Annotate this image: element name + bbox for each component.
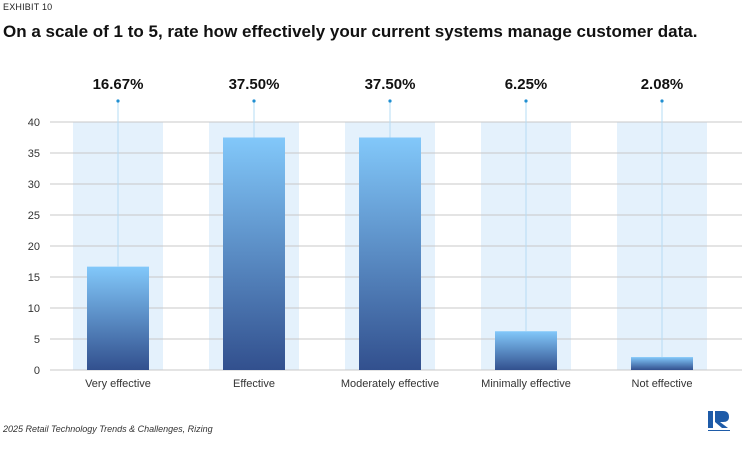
data-label: 6.25% — [505, 76, 548, 93]
x-category-label: Effective — [233, 378, 275, 390]
data-label: 16.67% — [93, 76, 144, 93]
leader-dot — [524, 99, 528, 103]
y-axis-ticks: 0 5 10 15 20 25 30 35 40 — [28, 117, 40, 377]
bar — [87, 266, 149, 370]
data-label: 37.50% — [365, 76, 416, 93]
data-label: 2.08% — [641, 76, 684, 93]
bar — [223, 137, 285, 370]
data-label: 37.50% — [229, 76, 280, 93]
x-axis-labels: Very effective Effective Moderately effect… — [85, 378, 692, 390]
lapis-logo-icon — [708, 411, 730, 431]
exhibit-label: EXHIBIT 10 — [3, 2, 53, 12]
y-tick-label: 35 — [28, 148, 40, 160]
leader-dot — [252, 99, 256, 103]
y-tick-label: 25 — [28, 210, 40, 222]
bar — [495, 331, 557, 370]
bar — [631, 357, 693, 370]
leader-dot — [116, 99, 120, 103]
y-tick-label: 10 — [28, 303, 40, 315]
y-tick-label: 30 — [28, 179, 40, 191]
x-category-label: Minimally effective — [481, 378, 571, 390]
y-tick-label: 20 — [28, 241, 40, 253]
chart-title: On a scale of 1 to 5, rate how effective… — [3, 22, 698, 41]
y-tick-label: 40 — [28, 117, 40, 129]
source-note: 2025 Retail Technology Trends & Challeng… — [3, 424, 213, 434]
x-category-label: Moderately effective — [341, 378, 439, 390]
leader-lines — [116, 99, 664, 358]
leader-dot — [388, 99, 392, 103]
x-category-label: Not effective — [632, 378, 693, 390]
bar — [359, 137, 421, 370]
bars — [87, 137, 693, 370]
x-category-label: Very effective — [85, 378, 151, 390]
data-labels: 16.67% 37.50% 37.50% 6.25% 2.08% — [93, 76, 684, 93]
y-tick-label: 15 — [28, 272, 40, 284]
y-tick-label: 5 — [34, 334, 40, 346]
y-tick-label: 0 — [34, 365, 40, 377]
leader-dot — [660, 99, 664, 103]
